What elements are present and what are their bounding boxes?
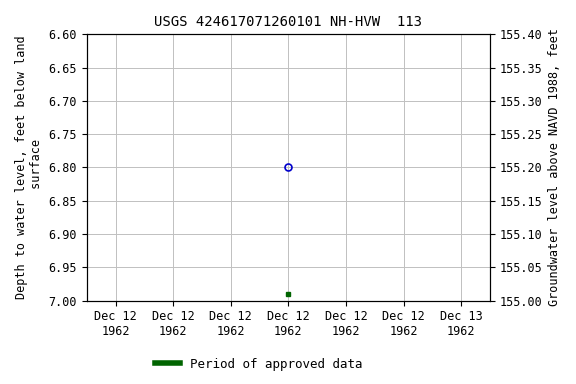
Legend: Period of approved data: Period of approved data: [150, 353, 368, 376]
Y-axis label: Groundwater level above NAVD 1988, feet: Groundwater level above NAVD 1988, feet: [548, 28, 561, 306]
Y-axis label: Depth to water level, feet below land
 surface: Depth to water level, feet below land su…: [15, 36, 43, 299]
Title: USGS 424617071260101 NH-HVW  113: USGS 424617071260101 NH-HVW 113: [154, 15, 422, 29]
